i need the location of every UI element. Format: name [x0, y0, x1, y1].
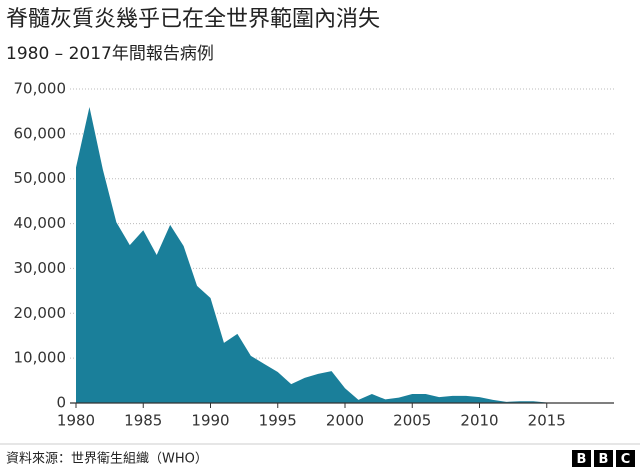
x-tick-label: 2005: [393, 412, 431, 430]
x-tick-label: 1995: [259, 412, 297, 430]
chart-subtitle: 1980 – 2017年間報告病例: [6, 44, 214, 64]
x-tick-label: 1985: [124, 412, 162, 430]
source: 資料來源：世界衛生組織（WHO）: [6, 452, 208, 467]
logo-letter: B: [577, 452, 587, 467]
y-tick-label: 30,000: [14, 259, 67, 277]
y-tick-label: 0: [56, 394, 66, 412]
y-tick-label: 20,000: [14, 304, 67, 322]
logo-box: [594, 450, 613, 467]
x-tick-label: 2010: [460, 412, 498, 430]
y-tick-label: 40,000: [14, 214, 67, 232]
x-tick-label: 1990: [191, 412, 229, 430]
logo-box: [572, 450, 591, 467]
y-tick-label: 10,000: [14, 349, 67, 367]
logo-letter: B: [599, 452, 609, 467]
area: [76, 106, 574, 403]
y-tick-label: 50,000: [14, 169, 67, 187]
x-tick-label: 2000: [326, 412, 364, 430]
logo-box: [616, 450, 635, 467]
chart-title: 脊髓灰質炎幾乎已在全世界範圍內消失: [6, 7, 380, 32]
x-tick-label: 2015: [528, 412, 566, 430]
logo-letter: C: [621, 452, 631, 467]
y-tick-label: 60,000: [14, 124, 67, 142]
y-tick-label: 70,000: [14, 80, 67, 98]
x-tick-label: 1980: [57, 412, 95, 430]
